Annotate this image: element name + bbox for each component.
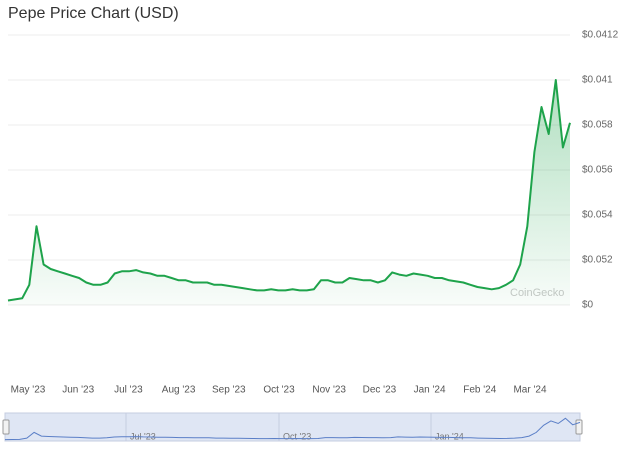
x-tick-label: Jul '23 (114, 385, 143, 396)
navigator-label: Jul '23 (130, 431, 156, 441)
x-tick-label: Oct '23 (263, 385, 295, 396)
x-tick-label: Nov '23 (312, 385, 346, 396)
y-tick-label: $0 (582, 300, 594, 311)
x-tick-label: Sep '23 (212, 385, 246, 396)
navigator-line (4, 417, 581, 441)
x-tick-label: Mar '24 (513, 385, 546, 396)
y-tick-label: $0.056 (582, 165, 613, 176)
y-tick-label: $0.052 (582, 255, 613, 266)
x-tick-label: Jun '23 (62, 385, 94, 396)
plot: $0 $0.052 $0.054 $0.056 $0.058 $0.041 $0.0412 M… (4, 30, 619, 441)
x-tick-label: Aug '23 (162, 385, 196, 396)
navigator-handle[interactable] (2, 419, 10, 435)
navigator-label: Jan '24 (435, 431, 464, 441)
y-tick-label: $0.058 (582, 120, 613, 131)
navigator-label: Oct '23 (283, 431, 311, 441)
price-area (8, 80, 570, 305)
price-line (7, 79, 571, 302)
navigator (4, 412, 581, 442)
y-tick-label: $0.0412 (582, 30, 619, 41)
y-tick-label: $0.041 (582, 75, 613, 86)
x-tick-label: Feb '24 (463, 385, 496, 396)
x-tick-label: Jan '24 (414, 385, 446, 396)
x-tick-label: Dec '23 (363, 385, 397, 396)
x-tick-label: May '23 (11, 385, 46, 396)
chart-title: Pepe Price Chart (USD) (8, 5, 179, 22)
y-tick-label: $0.054 (582, 210, 613, 221)
navigator-handle[interactable] (575, 419, 583, 435)
